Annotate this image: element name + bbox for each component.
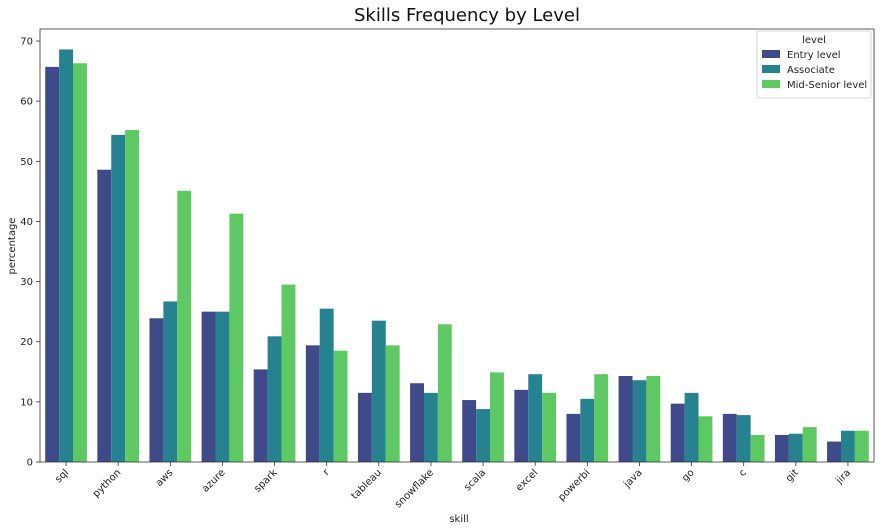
legend-entry-label: Mid-Senior level	[787, 80, 867, 91]
bar-tableau-mid-senior-level	[385, 345, 400, 462]
x-tick-label-java: java	[621, 467, 644, 490]
x-tick-label-go: go	[680, 467, 697, 484]
bar-go-mid-senior-level	[698, 416, 713, 462]
x-tick-label-powerbi: powerbi	[556, 467, 592, 503]
x-tick-label-excel: excel	[514, 467, 540, 493]
bar-go-entry-level	[670, 403, 685, 462]
bar-azure-associate	[215, 311, 230, 462]
bar-r-mid-senior-level	[333, 350, 348, 462]
bar-excel-associate	[528, 374, 543, 462]
bar-tableau-associate	[371, 320, 386, 462]
y-tick-label: 60	[20, 97, 33, 108]
bar-snowflake-entry-level	[410, 383, 424, 462]
chart-title: Skills Frequency by Level	[354, 5, 580, 26]
bar-spark-mid-senior-level	[281, 284, 296, 462]
y-tick-label: 70	[20, 37, 33, 48]
bar-excel-entry-level	[514, 389, 529, 462]
bar-sql-mid-senior-level	[73, 63, 87, 462]
x-tick-label-jira: jira	[833, 467, 853, 487]
x-tick-label-tableau: tableau	[349, 467, 384, 502]
x-tick-label-scala: scala	[462, 467, 488, 493]
x-axis: sql python aws azure spark r tableau snowflake s…	[53, 462, 853, 510]
bar-scala-associate	[476, 409, 491, 462]
bar-scala-mid-senior-level	[490, 372, 504, 462]
x-tick-label-python: python	[91, 467, 124, 500]
plot-frame	[39, 28, 875, 463]
legend-swatch	[762, 80, 780, 88]
bar-c-associate	[736, 415, 751, 462]
bar-aws-entry-level	[149, 318, 164, 462]
bar-aws-mid-senior-level	[177, 190, 192, 462]
x-tick-label-azure: azure	[200, 467, 227, 494]
bar-java-associate	[632, 380, 647, 462]
bar-azure-mid-senior-level	[229, 213, 244, 462]
bar-powerbi-entry-level	[566, 413, 581, 462]
y-axis: 0 10 20 30 40 50 60 70	[20, 37, 40, 469]
x-tick-label-sql: sql	[53, 467, 71, 485]
bar-python-mid-senior-level	[125, 130, 140, 463]
bar-powerbi-mid-senior-level	[594, 374, 609, 462]
bar-c-mid-senior-level	[750, 434, 765, 462]
bar-jira-entry-level	[827, 441, 841, 462]
legend-box	[756, 30, 872, 99]
y-tick-label: 10	[20, 397, 33, 408]
bar-go-associate	[684, 392, 699, 462]
bar-jira-associate	[840, 430, 855, 462]
bar-python-associate	[111, 134, 126, 462]
bar-spark-associate	[267, 336, 282, 462]
bar-python-entry-level	[97, 169, 112, 462]
y-tick-label: 40	[20, 217, 33, 228]
y-tick-label: 50	[20, 157, 33, 168]
bar-java-mid-senior-level	[646, 376, 661, 462]
bar-snowflake-mid-senior-level	[437, 324, 452, 462]
bar-scala-entry-level	[462, 400, 477, 462]
bar-spark-entry-level	[253, 369, 268, 462]
bar-git-associate	[788, 433, 803, 462]
legend-entry-label: Associate	[787, 65, 835, 76]
x-tick-label-r: r	[321, 467, 332, 478]
x-axis-label: skill	[449, 514, 468, 525]
legend-title: level	[802, 35, 826, 46]
x-tick-label-spark: spark	[252, 467, 279, 494]
y-tick-label: 30	[20, 277, 33, 288]
bar-powerbi-associate	[580, 398, 595, 462]
legend: level Entry level Associate Mid-Senior leve…	[756, 30, 872, 99]
bar-git-entry-level	[774, 434, 789, 462]
y-tick-label: 0	[27, 458, 33, 469]
bar-sql-entry-level	[45, 66, 60, 462]
bar-r-associate	[319, 308, 334, 462]
y-axis-label: percentage	[7, 218, 18, 275]
bar-tableau-entry-level	[357, 392, 372, 462]
bar-jira-mid-senior-level	[854, 430, 869, 462]
x-tick-label-git: git	[784, 467, 801, 484]
x-tick-label-c: c	[737, 467, 749, 479]
bar-r-entry-level	[305, 345, 320, 462]
bar-c-entry-level	[722, 413, 737, 462]
x-tick-label-aws: aws	[154, 467, 176, 489]
bar-sql-associate	[59, 49, 74, 462]
bar-azure-entry-level	[201, 311, 216, 462]
plot-area	[39, 28, 875, 463]
legend-swatch	[762, 65, 780, 73]
bar-java-entry-level	[618, 376, 633, 462]
bar-git-mid-senior-level	[802, 427, 817, 462]
legend-swatch	[762, 50, 780, 58]
y-tick-label: 20	[20, 337, 33, 348]
x-tick-label-snowflake: snowflake	[393, 467, 436, 510]
bar-excel-mid-senior-level	[542, 392, 557, 462]
bar-aws-associate	[163, 301, 178, 462]
bar-snowflake-associate	[423, 392, 438, 462]
legend-entry-label: Entry level	[787, 50, 841, 61]
